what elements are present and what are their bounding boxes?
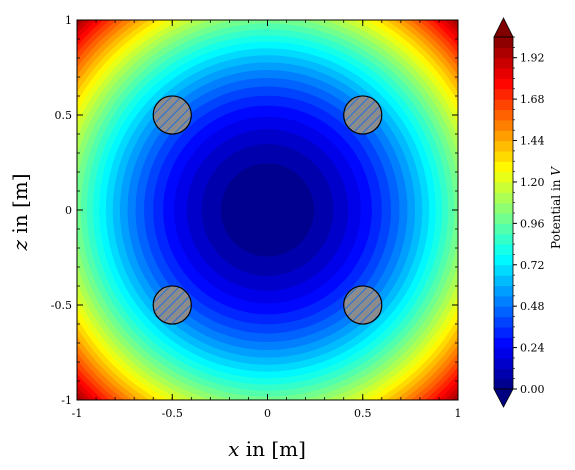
colorbar-tick-label: 0.72 xyxy=(520,259,545,272)
x-axis-ticks: -1 -0.5 0 0.5 1 xyxy=(72,20,462,420)
colorbar-tick-label: 0.00 xyxy=(520,383,545,396)
colorbar-segment xyxy=(494,368,513,380)
electrode xyxy=(152,95,192,135)
colorbar-tick-label: 1.20 xyxy=(520,176,545,189)
colorbar-segment xyxy=(494,37,513,48)
x-tick-label: -0.5 xyxy=(162,407,183,420)
colorbar-segment xyxy=(494,57,513,69)
colorbar-segment xyxy=(494,337,513,349)
colorbar-segment xyxy=(494,88,513,100)
colorbar-segment xyxy=(494,326,513,338)
colorbar-extend-max xyxy=(493,17,514,38)
colorbar-segment xyxy=(494,306,513,318)
colorbar-segment xyxy=(494,68,513,80)
colorbar-segment xyxy=(494,275,513,287)
colorbar-segment xyxy=(494,171,513,183)
colorbar-tick-label: 1.44 xyxy=(520,135,545,148)
colorbar-segment xyxy=(494,150,513,162)
y-axis-ticks: -1 -0.5 0 0.5 1 xyxy=(51,14,458,407)
y-tick-label: 0.5 xyxy=(55,109,73,122)
x-tick-label: 1 xyxy=(455,407,462,420)
colorbar-segment xyxy=(494,378,513,390)
colorbar-segment xyxy=(494,357,513,369)
x-tick-label: 0 xyxy=(264,407,271,420)
colorbar-segment xyxy=(494,264,513,276)
colorbar-segment xyxy=(494,254,513,266)
contour-band xyxy=(220,163,315,257)
colorbar xyxy=(493,17,514,408)
electrode xyxy=(343,285,383,325)
colorbar-tick-label: 0.24 xyxy=(520,342,545,355)
x-tick-label: 0.5 xyxy=(354,407,372,420)
colorbar-label: Potential in V xyxy=(549,166,563,249)
colorbar-segment xyxy=(494,78,513,90)
colorbar-segment xyxy=(494,119,513,131)
electrode xyxy=(343,95,383,135)
y-axis-label: z in [m] xyxy=(8,173,32,251)
colorbar-segment xyxy=(494,47,513,59)
colorbar-segment xyxy=(494,316,513,328)
colorbar-segment xyxy=(494,181,513,193)
colorbar-segment xyxy=(494,213,513,224)
colorbar-ticks: 0.00 0.24 0.48 0.72 0.96 1.20 1.44 1.68 1.92 xyxy=(513,36,545,396)
colorbar-segment xyxy=(494,99,513,111)
electrode xyxy=(152,285,192,325)
colorbar-segment xyxy=(494,109,513,121)
colorbar-segment xyxy=(494,223,513,235)
colorbar-tick-label: 1.92 xyxy=(520,52,545,65)
colorbar-segment xyxy=(494,347,513,359)
colorbar-tick-label: 0.48 xyxy=(520,300,545,313)
colorbar-tick-label: 0.96 xyxy=(520,217,545,230)
electrodes xyxy=(152,95,383,325)
colorbar-extend-min xyxy=(493,388,514,408)
colorbar-segment xyxy=(494,192,513,204)
y-tick-label: -1 xyxy=(61,394,72,407)
colorbar-segment xyxy=(494,244,513,256)
colorbar-segment xyxy=(494,285,513,297)
colorbar-segment xyxy=(494,202,513,214)
y-tick-label: 0 xyxy=(65,204,72,217)
y-tick-label: 1 xyxy=(65,14,72,27)
colorbar-segment xyxy=(494,233,513,245)
colorbar-segment xyxy=(494,130,513,142)
x-axis-label: x in [m] xyxy=(228,437,306,461)
colorbar-segment xyxy=(494,161,513,173)
colorbar-segment xyxy=(494,140,513,152)
plot-area xyxy=(76,19,459,401)
colorbar-tick-label: 1.68 xyxy=(520,93,545,106)
x-tick-label: -1 xyxy=(72,407,83,420)
y-tick-label: -0.5 xyxy=(51,299,72,312)
colorbar-segment xyxy=(494,295,513,307)
